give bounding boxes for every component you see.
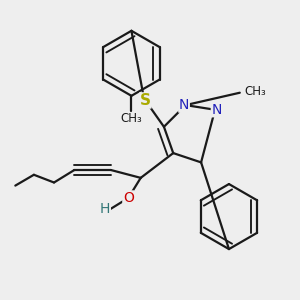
Text: S: S [140,93,151,108]
Text: CH₃: CH₃ [244,85,266,98]
Text: N: N [179,98,189,112]
Text: CH₃: CH₃ [121,112,142,124]
Text: O: O [123,191,134,205]
Text: H: H [100,202,110,216]
Text: N: N [212,103,222,117]
